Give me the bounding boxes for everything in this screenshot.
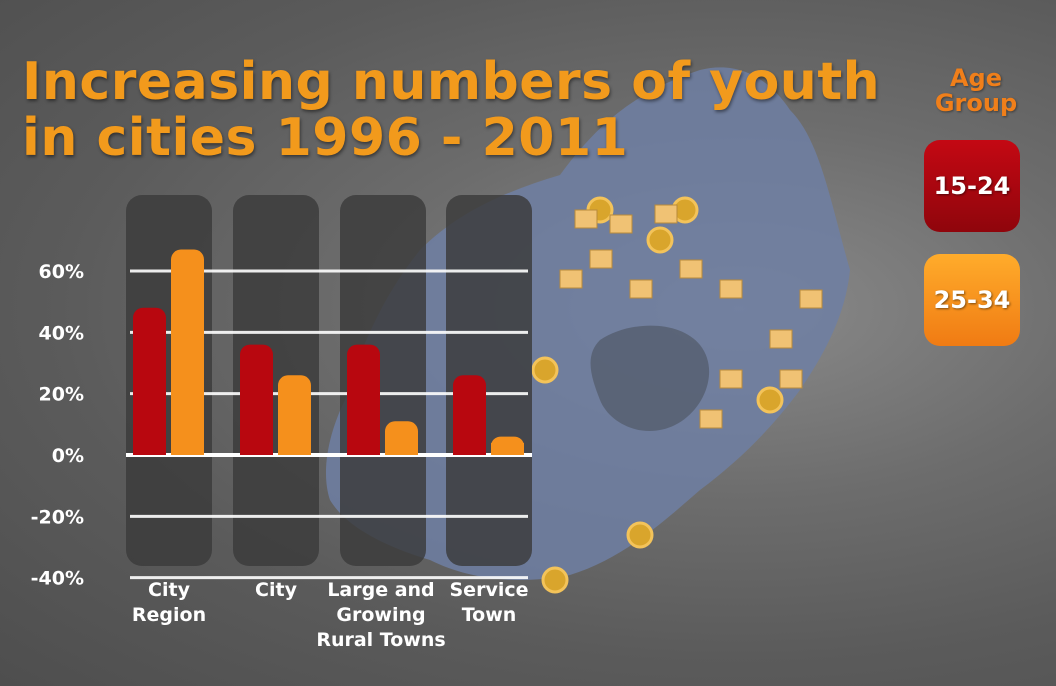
- map-building-icon: [719, 279, 743, 299]
- bar-15-24: [347, 344, 380, 455]
- bar-base-15-24: [240, 443, 273, 455]
- map-building-icon: [609, 214, 633, 234]
- bar-base-15-24: [133, 443, 166, 455]
- x-category-label: Rural Towns: [316, 629, 445, 651]
- map-town-marker: [646, 226, 674, 254]
- map-town-marker: [541, 566, 569, 594]
- map-building-icon: [574, 209, 598, 229]
- legend-title: Age Group: [920, 66, 1032, 116]
- map-building-icon: [699, 409, 723, 429]
- title-line-1: Increasing numbers of youth: [22, 52, 881, 112]
- chart-title: Increasing numbers of youth in cities 19…: [22, 54, 880, 166]
- bar-base-25-34: [385, 443, 418, 455]
- x-category-label: Region: [132, 604, 206, 626]
- map-building-icon: [654, 204, 678, 224]
- y-tick-label: 0%: [52, 445, 84, 467]
- category-panel: [233, 195, 319, 566]
- bar-25-34: [171, 249, 204, 455]
- category-panel: [340, 195, 426, 566]
- y-tick-label: -20%: [31, 506, 84, 528]
- x-category-label: Large and: [327, 579, 434, 601]
- y-tick-label: -40%: [31, 568, 84, 590]
- bar-base-25-34: [491, 443, 524, 455]
- x-category-label: City: [148, 579, 191, 601]
- legend-item-15-24: 15-24: [924, 140, 1020, 232]
- y-tick-label: 60%: [39, 261, 84, 283]
- bar-25-34: [278, 375, 311, 455]
- map-building-icon: [799, 289, 823, 309]
- legend-item-25-34: 25-34: [924, 254, 1020, 346]
- bar-base-15-24: [347, 443, 380, 455]
- map-building-icon: [719, 369, 743, 389]
- x-category-label: City: [255, 579, 298, 601]
- map-town-marker: [756, 386, 784, 414]
- x-category-label: Service: [450, 579, 529, 601]
- map-town-markers: [531, 196, 823, 594]
- y-tick-label: 40%: [39, 322, 84, 344]
- title-line-2: in cities 1996 - 2011: [22, 108, 629, 168]
- map-building-icon: [629, 279, 653, 299]
- bar-15-24: [240, 344, 273, 455]
- map-building-icon: [779, 369, 803, 389]
- bar-15-24: [133, 307, 166, 455]
- map-building-icon: [559, 269, 583, 289]
- bar-base-25-34: [171, 443, 204, 455]
- category-panel: [446, 195, 532, 566]
- map-town-marker: [531, 356, 559, 384]
- bar-base-25-34: [278, 443, 311, 455]
- y-tick-label: 20%: [39, 384, 84, 406]
- map-building-icon: [589, 249, 613, 269]
- map-inner-region: [590, 325, 710, 431]
- x-category-label: Growing: [336, 604, 425, 626]
- map-building-icon: [679, 259, 703, 279]
- legend-label-15-24: 15-24: [933, 172, 1011, 200]
- map-town-marker: [626, 521, 654, 549]
- map-building-icon: [769, 329, 793, 349]
- legend-title-line-2: Group: [934, 89, 1018, 117]
- legend-title-line-1: Age: [949, 64, 1003, 92]
- bar-base-15-24: [453, 443, 486, 455]
- x-category-label: Town: [462, 604, 517, 626]
- bar-15-24: [453, 375, 486, 455]
- legend-label-25-34: 25-34: [933, 286, 1011, 314]
